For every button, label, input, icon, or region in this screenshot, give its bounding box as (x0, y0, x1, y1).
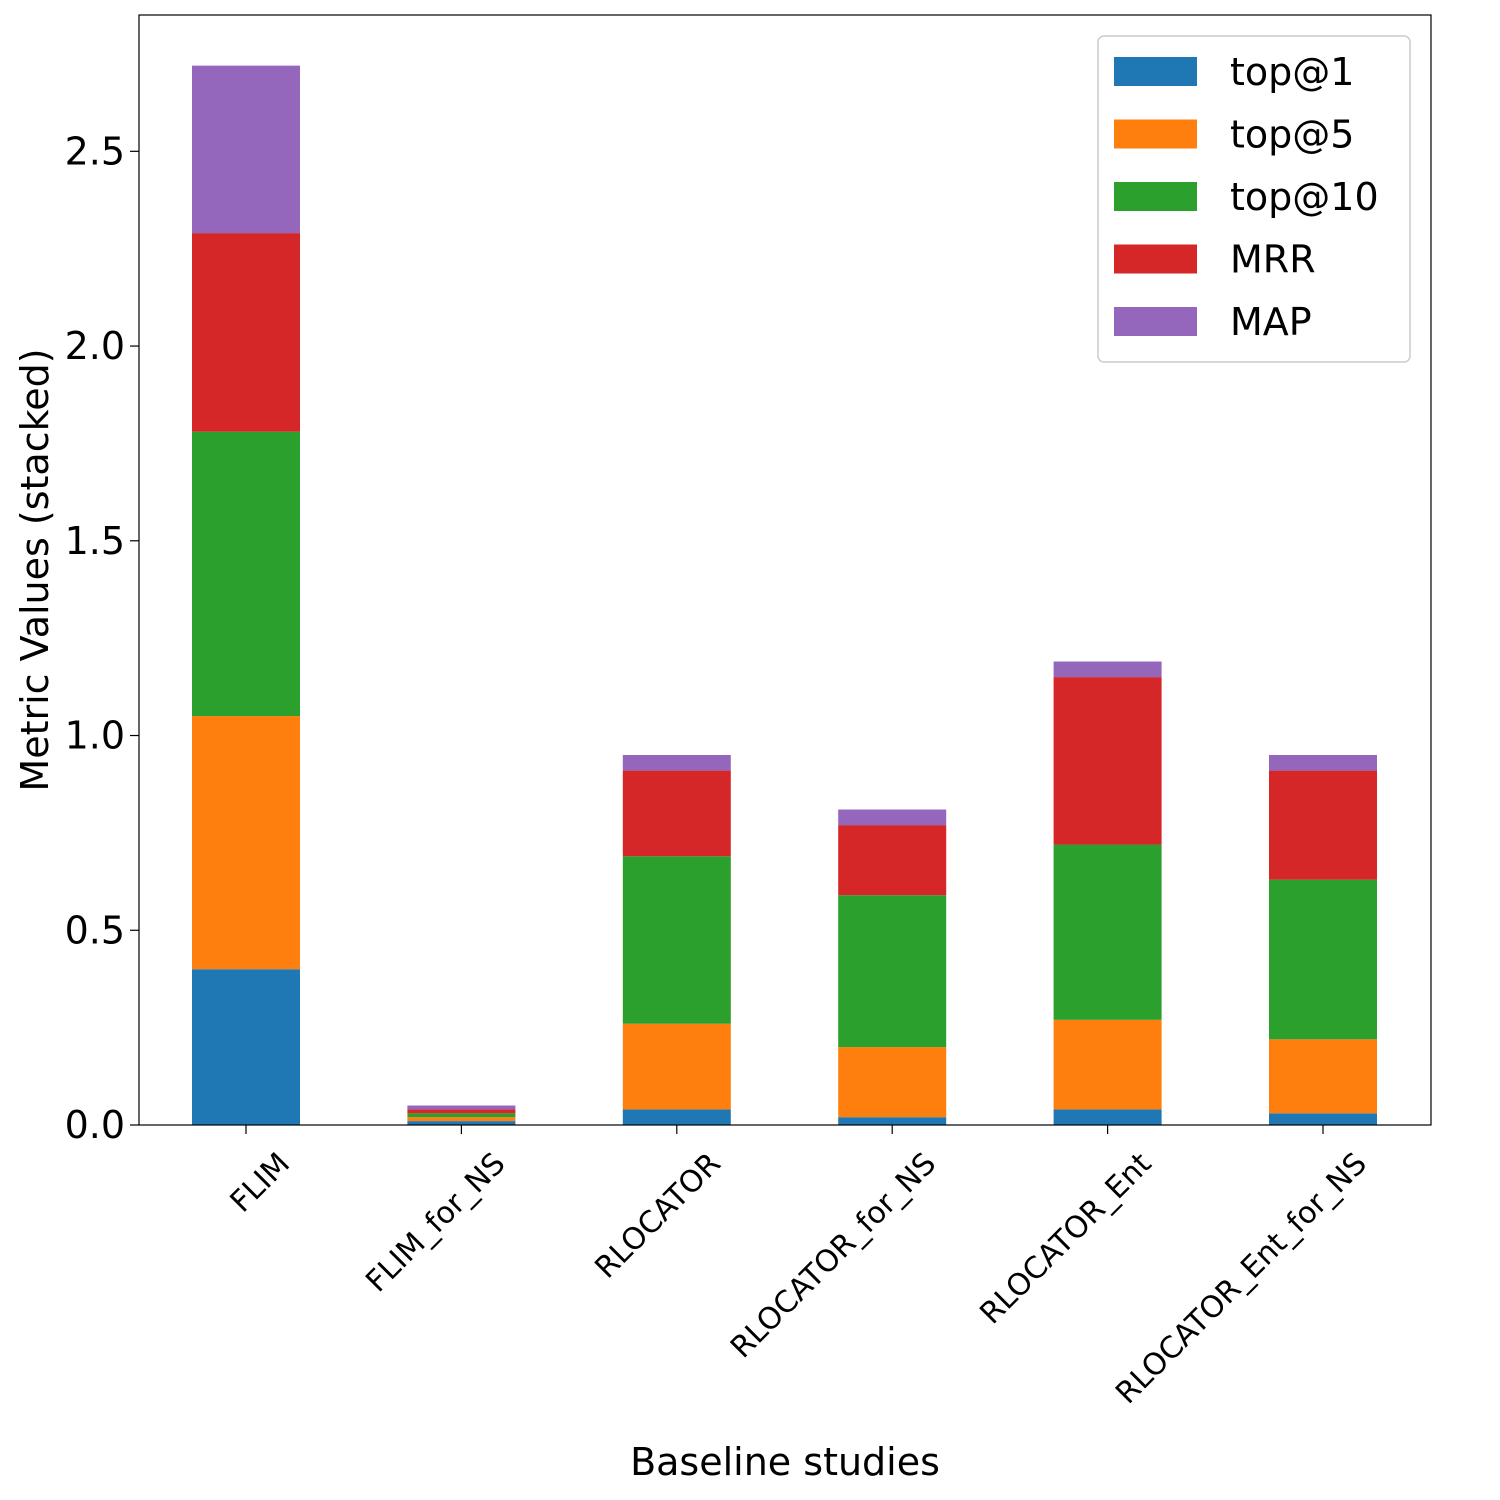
bars-layer (192, 65, 1377, 1125)
bar-top-5-rlocator-ent (1053, 1019, 1162, 1110)
bar-top-5-rlocator (622, 1023, 731, 1110)
bar-map-rlocator (622, 755, 731, 771)
y-tick-label: 1.5 (65, 519, 125, 563)
bar-top-1-flim (192, 969, 300, 1125)
bar-map-flim (192, 65, 300, 234)
y-tick-label: 0.5 (65, 908, 125, 952)
bar-mrr-flim-for-ns (407, 1109, 516, 1114)
bar-map-rlocator-ent-for-ns (1269, 755, 1377, 771)
bar-top-1-rlocator-for-ns (838, 1117, 947, 1125)
bar-top-1-rlocator (622, 1109, 731, 1125)
bar-map-rlocator-for-ns (838, 809, 947, 826)
bar-top-10-flim-for-ns (407, 1113, 516, 1118)
bar-top-5-flim (192, 716, 300, 970)
bar-map-flim-for-ns (407, 1105, 516, 1110)
legend-label: MAP (1230, 300, 1312, 344)
bar-top-1-rlocator-ent-for-ns (1269, 1113, 1377, 1125)
legend-swatch-mrr (1114, 244, 1197, 274)
legend: top@1 top@5 top@10 MRR MAP (1097, 35, 1411, 363)
y-axis-label: Metric Values (stacked) (13, 348, 57, 791)
bar-mrr-rlocator-for-ns (838, 825, 947, 896)
bar-mrr-rlocator-ent-for-ns (1269, 770, 1377, 880)
bar-top-10-flim (192, 431, 300, 717)
y-tick-label: 2.0 (65, 324, 125, 368)
y-tick-label: 2.5 (65, 129, 125, 173)
bar-top-5-rlocator-for-ns (838, 1047, 947, 1118)
y-tick-label: 1.0 (65, 714, 125, 758)
x-tick-label: RLOCATOR_Ent (973, 1146, 1158, 1331)
bar-mrr-flim (192, 233, 300, 432)
legend-swatch-map (1114, 307, 1197, 336)
bar-top-10-rlocator-ent-for-ns (1269, 879, 1377, 1040)
y-tick-label: 0.0 (65, 1103, 125, 1147)
bar-top-5-flim-for-ns (407, 1117, 516, 1122)
legend-label: top@1 (1230, 50, 1354, 94)
plot-frame (138, 14, 1432, 1126)
bar-top-1-rlocator-ent (1053, 1109, 1162, 1125)
legend-label: top@5 (1230, 113, 1354, 157)
y-axis-ticks: 0.0 0.5 1.0 1.5 2.0 2.5 (65, 129, 139, 1147)
bar-mrr-rlocator (622, 770, 731, 857)
bar-top-10-rlocator-ent (1053, 844, 1162, 1020)
x-tick-label: FLIM (224, 1146, 297, 1219)
legend-label: top@10 (1230, 175, 1379, 219)
legend-frame (1097, 35, 1411, 363)
legend-label: MRR (1230, 238, 1316, 282)
x-tick-label: RLOCATOR_Ent_for_NS (1109, 1146, 1374, 1411)
x-tick-label: RLOCATOR (588, 1146, 727, 1285)
legend-swatch-top-5 (1114, 119, 1197, 149)
bar-top-10-rlocator (622, 856, 731, 1024)
bar-top-10-rlocator-for-ns (838, 895, 947, 1048)
legend-swatch-top-10 (1114, 182, 1197, 211)
x-axis-label: Baseline studies (630, 1440, 940, 1484)
bar-top-1-flim-for-ns (407, 1121, 516, 1125)
x-tick-label: FLIM_for_NS (359, 1146, 512, 1299)
bar-top-5-rlocator-ent-for-ns (1269, 1039, 1377, 1114)
bar-mrr-rlocator-ent (1053, 677, 1162, 845)
legend-swatch-top-1 (1114, 57, 1197, 86)
bar-map-rlocator-ent (1053, 661, 1162, 678)
x-tick-label: RLOCATOR_for_NS (724, 1146, 943, 1365)
